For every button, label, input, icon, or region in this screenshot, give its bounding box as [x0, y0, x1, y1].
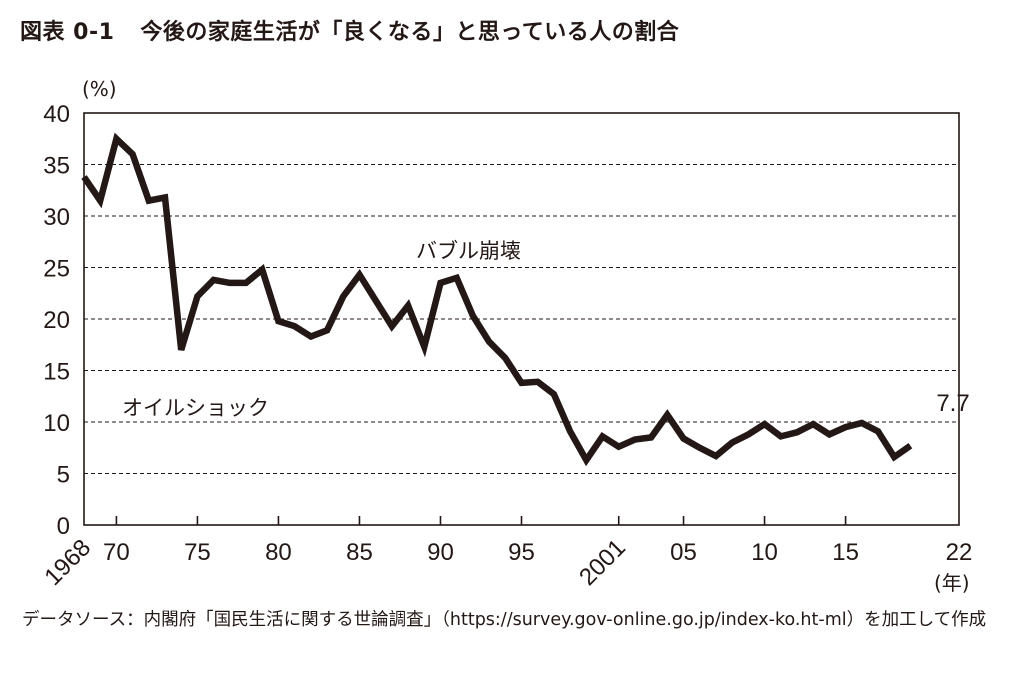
y-tick-label: 15 — [43, 359, 70, 386]
x-tick-label: 95 — [508, 539, 535, 566]
figure-title: 図表 0-1 今後の家庭生活が「良くなる」と思っている人の割合 — [20, 14, 679, 46]
series-lines — [81, 132, 913, 467]
x-tick-label: 90 — [427, 539, 454, 566]
x-axis-unit-label: (年) — [934, 571, 970, 595]
x-tick-label: 05 — [670, 539, 697, 566]
last-value-label: 7.7 — [936, 390, 969, 417]
x-tick-label: 2001 — [574, 534, 631, 591]
y-tick-label: 0 — [57, 513, 70, 540]
y-tick-label: 40 — [43, 101, 70, 128]
y-tick-label: 35 — [43, 153, 70, 180]
gridlines — [84, 164, 959, 474]
x-tick-label: 70 — [103, 539, 130, 566]
x-tick-label: 22 — [946, 539, 973, 566]
annotation-oil-shock: オイルショック — [122, 396, 269, 420]
annotation-bubble-collapse: バブル崩壊 — [416, 239, 521, 263]
y-tick-label: 30 — [43, 204, 70, 231]
y-tick-label: 25 — [43, 256, 70, 283]
x-tick-label: 85 — [346, 539, 373, 566]
y-tick-label: 5 — [57, 462, 70, 489]
x-tick-label: 15 — [832, 539, 859, 566]
y-axis-ticks: 0 5 10 15 20 25 30 35 40 — [43, 101, 70, 540]
figure-number: 図表 0-1 — [20, 20, 115, 45]
x-tick-label: 1968 — [39, 534, 96, 591]
y-tick-label: 10 — [43, 410, 70, 437]
source-note: データソース：内閣府「国民生活に関する世論調査」（https://survey.… — [22, 610, 987, 630]
x-tick-label: 80 — [265, 539, 292, 566]
series-line — [81, 132, 913, 467]
x-tick-label: 10 — [751, 539, 778, 566]
x-axis-ticks: 1968 70 75 80 85 90 95 2001 05 10 15 22 — [39, 516, 972, 591]
figure-title-text: 今後の家庭生活が「良くなる」と思っている人の割合 — [140, 20, 680, 45]
y-tick-label: 20 — [43, 307, 70, 334]
y-axis-unit-label: (%) — [82, 77, 117, 101]
x-tick-label: 75 — [184, 539, 211, 566]
